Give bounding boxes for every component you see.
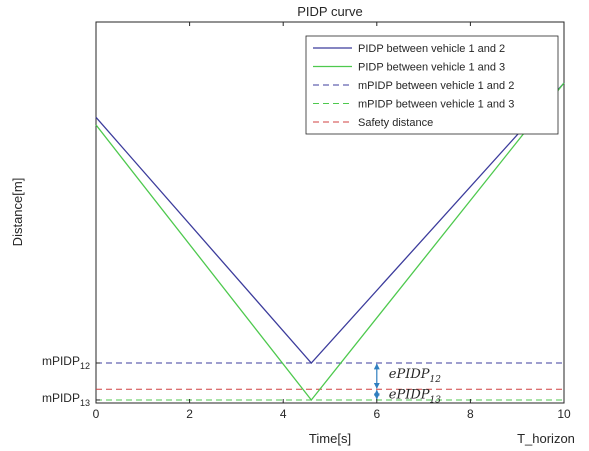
x-tick-layer: 0 2 4 6 8 10 <box>93 22 571 421</box>
y-axis-label: Distance[m] <box>10 178 25 247</box>
series-line-2 <box>95 82 565 402</box>
x-tick-label: 10 <box>557 407 571 421</box>
series-line-1 <box>95 82 565 364</box>
x-tick-label: 6 <box>373 407 380 421</box>
x-tick-label: 0 <box>93 407 100 421</box>
epidp-label-1: ePIDP12 <box>389 367 441 385</box>
y-tick-label: mPIDP12 <box>42 354 90 371</box>
y-tick-layer: mPIDP12 mPIDP13 <box>42 354 100 408</box>
legend-label-4: mPIDP between vehicle 1 and 3 <box>358 99 514 111</box>
legend-label-5: Safety distance <box>358 117 433 129</box>
y-tick-label: mPIDP13 <box>42 391 90 408</box>
x-tick-label: 2 <box>186 407 193 421</box>
x-axis-label: Time[s] <box>309 431 351 446</box>
legend-label-3: mPIDP between vehicle 1 and 2 <box>358 80 514 92</box>
epidp-label-2: ePIDP13 <box>389 388 441 406</box>
legend: PIDP between vehicle 1 and 2 PIDP between… <box>305 35 559 135</box>
series-layer <box>95 82 565 402</box>
chart-title: PIDP curve <box>297 4 363 19</box>
legend-label-2: PIDP between vehicle 1 and 3 <box>358 62 505 74</box>
legend-label-1: PIDP between vehicle 1 and 2 <box>358 43 505 55</box>
annotation-layer: ePIDP12 ePIDP13 <box>373 363 441 406</box>
x-tick-label: 8 <box>467 407 474 421</box>
t-horizon-label: T_horizon <box>517 431 575 446</box>
x-tick-label: 4 <box>280 407 287 421</box>
